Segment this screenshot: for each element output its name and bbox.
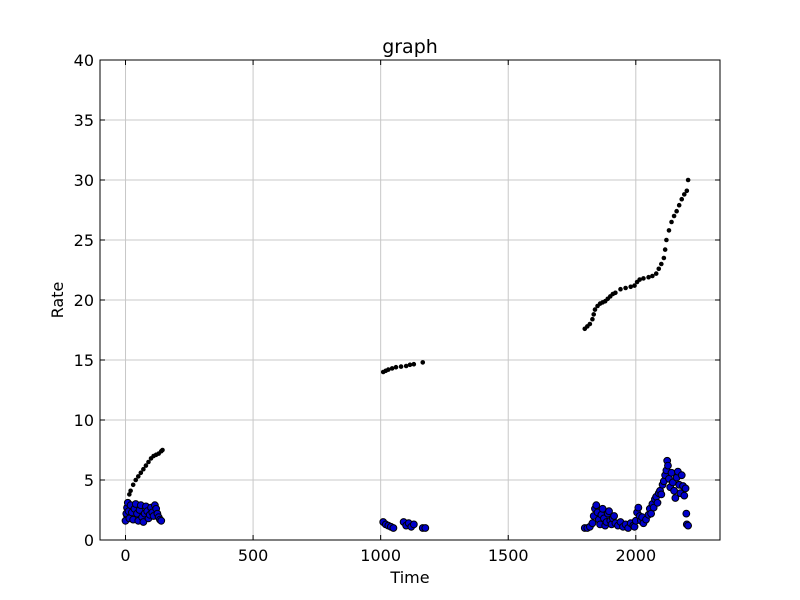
data-point-black [674, 208, 679, 214]
y-axis-title: Rate [48, 282, 67, 319]
data-point-blue [588, 519, 597, 528]
data-point-black [684, 188, 690, 194]
data-point-blue [653, 498, 662, 507]
data-point-black [592, 307, 598, 312]
y-tick-label: 30 [74, 171, 94, 190]
data-point-black [641, 276, 646, 281]
data-point-black [420, 360, 426, 365]
data-point-black [618, 286, 623, 292]
y-tick-label: 20 [74, 291, 94, 310]
y-tick-label: 40 [74, 51, 94, 70]
data-point-black [411, 361, 417, 367]
data-point-black [685, 177, 691, 183]
data-point-black [653, 271, 659, 276]
data-point-black [662, 247, 668, 252]
data-point-black [613, 290, 618, 296]
data-point-black [637, 277, 642, 282]
data-points [121, 177, 693, 532]
y-tick-label: 10 [74, 411, 94, 430]
data-point-black [632, 283, 637, 288]
x-tick-label: 500 [238, 546, 269, 565]
y-tick-label: 25 [74, 231, 94, 250]
data-point-blue [671, 494, 680, 502]
y-tick-label: 0 [84, 531, 94, 550]
data-point-black [623, 285, 628, 291]
x-axis-ticks: 0 500 1000 1500 2000 [120, 60, 656, 565]
data-point-black [681, 192, 687, 197]
data-point-blue [610, 512, 619, 520]
data-point-blue [421, 524, 430, 532]
y-tick-label: 15 [74, 351, 94, 370]
y-tick-label: 5 [84, 471, 94, 490]
data-point-black [389, 366, 395, 371]
data-point-blue [677, 471, 686, 480]
x-tick-label: 1000 [360, 546, 401, 565]
data-point-black [407, 362, 413, 368]
x-tick-label: 1500 [488, 546, 529, 565]
data-point-blue [680, 491, 689, 500]
data-point-blue [157, 516, 166, 525]
grid-lines [100, 59, 720, 541]
data-point-black [679, 196, 685, 202]
data-point-black [393, 364, 399, 370]
data-point-black [666, 228, 672, 233]
chart-title: graph [382, 36, 438, 58]
x-axis-title: Time [389, 568, 429, 587]
x-tick-label: 2000 [615, 546, 656, 565]
data-point-blue [670, 486, 678, 495]
data-point-black [669, 219, 674, 225]
data-point-black [650, 273, 655, 279]
data-point-blue [389, 524, 398, 532]
data-point-blue [657, 490, 666, 499]
data-point-blue [664, 461, 672, 470]
data-point-blue [634, 503, 643, 512]
data-point-black [591, 312, 597, 317]
data-point-blue [682, 509, 691, 518]
x-tick-label: 0 [120, 546, 130, 565]
data-point-black [160, 447, 165, 453]
data-point-black [146, 459, 151, 465]
data-point-black [587, 321, 593, 327]
y-tick-label: 35 [74, 111, 94, 130]
data-point-black [398, 364, 404, 369]
data-point-black [133, 477, 139, 483]
data-point-black [628, 284, 633, 290]
data-point-black [656, 266, 662, 272]
data-point-blue [409, 520, 418, 529]
data-point-black [143, 463, 149, 468]
data-point-black [661, 255, 667, 261]
data-point-black [386, 367, 391, 372]
data-point-black [128, 488, 133, 494]
data-point-black [135, 474, 141, 479]
y-axis-ticks: 0 5 10 15 20 25 30 35 40 [74, 51, 720, 550]
data-point-black [130, 482, 136, 488]
data-point-black [671, 213, 677, 219]
data-point-black [659, 261, 664, 267]
data-point-black [138, 470, 144, 476]
data-point-black [646, 274, 651, 280]
data-point-black [403, 363, 409, 369]
data-point-blue [681, 484, 690, 493]
data-point-black [664, 237, 669, 243]
data-point-blue [684, 521, 693, 530]
data-point-blue [592, 501, 601, 510]
data-point-black [676, 202, 682, 208]
data-point-black [141, 466, 146, 472]
data-point-blue [605, 507, 613, 516]
data-point-black [590, 316, 595, 322]
